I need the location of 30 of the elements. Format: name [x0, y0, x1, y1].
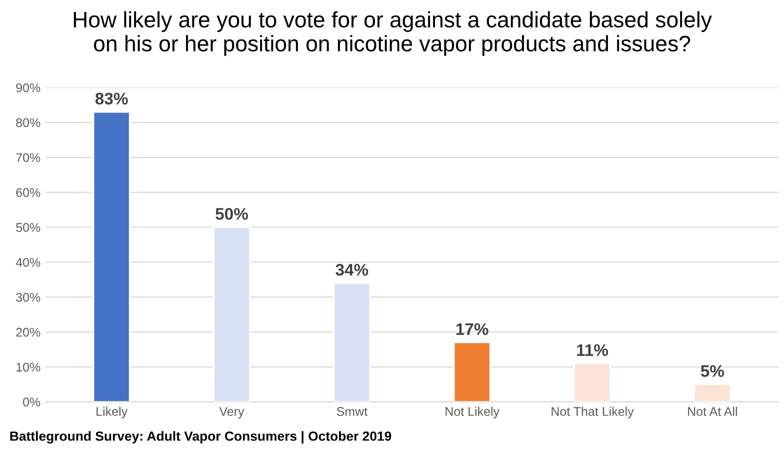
data-label: 5%	[700, 365, 724, 377]
x-tick-label: Likely	[96, 406, 128, 418]
data-label: 50%	[216, 208, 248, 220]
y-tick-label: 40%	[16, 258, 40, 267]
data-label: 17%	[456, 323, 488, 335]
bar	[213, 226, 250, 402]
bar	[694, 384, 732, 402]
x-tick-label: Smwt	[336, 407, 368, 416]
bar	[333, 282, 371, 402]
y-tick-label: 80%	[16, 118, 40, 128]
y-tick-label: 60%	[16, 188, 40, 197]
bar	[92, 111, 130, 402]
y-tick-label: 0%	[23, 398, 40, 407]
bar	[453, 342, 491, 402]
y-tick-label: 90%	[16, 83, 40, 92]
chart-title: How likely are you to vote for or against a candidate based solely on his or her position on nicotine vapor products and issues?	[74, 11, 712, 56]
text: Battleground Survey: Adult Vapor Consumers | October 2019	[10, 431, 392, 444]
x-tick-label: Very	[219, 407, 244, 418]
data-label: 34%	[336, 264, 368, 276]
x-tick-label: Not At All	[688, 406, 737, 416]
bar	[574, 362, 611, 402]
y-tick-label: 70%	[16, 153, 40, 162]
x-tick-label: Not Likely	[446, 406, 500, 418]
x-tick-label: Not That Likely	[552, 406, 634, 418]
y-tick-label: 30%	[16, 292, 40, 302]
y-tick-label: 50%	[16, 223, 40, 232]
data-label: 11%	[577, 344, 608, 356]
data-label: 83%	[95, 92, 128, 105]
y-tick-label: 10%	[16, 362, 40, 372]
y-tick-label: 20%	[16, 328, 40, 337]
